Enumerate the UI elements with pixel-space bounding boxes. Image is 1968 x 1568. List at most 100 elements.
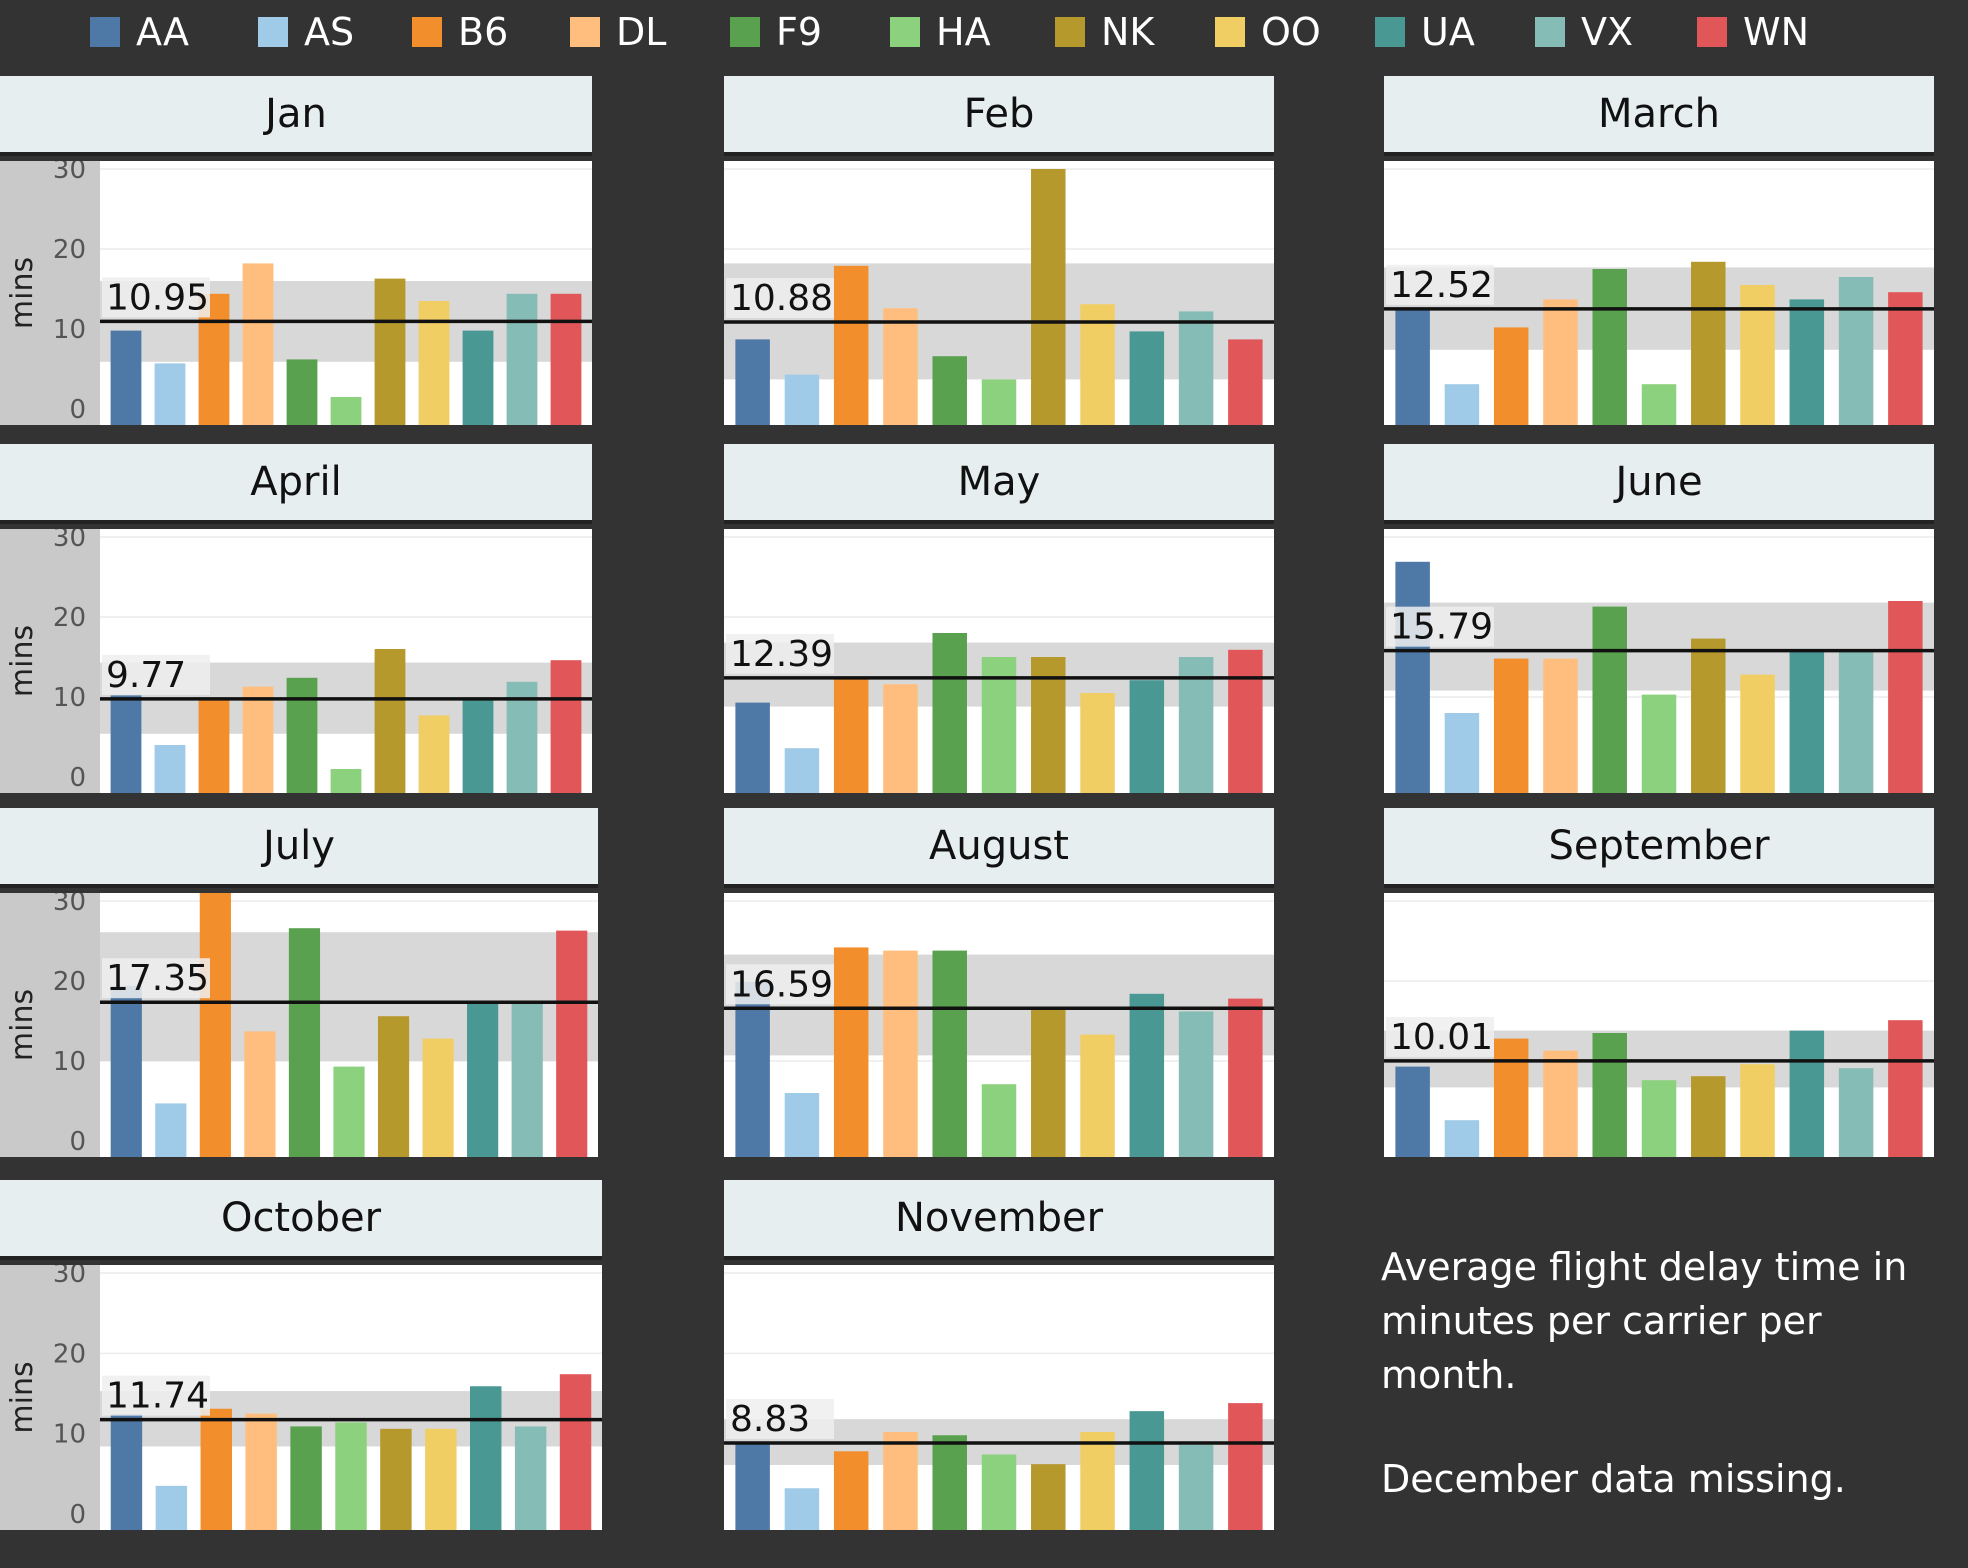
- bar-ua[interactable]: [1789, 1030, 1825, 1157]
- bar-as[interactable]: [155, 1103, 187, 1157]
- bar-ha[interactable]: [981, 1084, 1017, 1157]
- bar-dl[interactable]: [1543, 658, 1578, 793]
- bar-as[interactable]: [154, 745, 186, 793]
- bar-oo[interactable]: [422, 1038, 454, 1157]
- bar-vx[interactable]: [1838, 1068, 1874, 1157]
- bar-f9[interactable]: [286, 677, 318, 793]
- legend-item-ha[interactable]: HA: [890, 13, 991, 51]
- legend-item-vx[interactable]: VX: [1535, 13, 1633, 51]
- bar-ua[interactable]: [1129, 993, 1165, 1157]
- bar-ha[interactable]: [981, 379, 1017, 425]
- bar-ha[interactable]: [1641, 384, 1677, 425]
- bar-as[interactable]: [1444, 713, 1480, 793]
- bar-b6[interactable]: [200, 1408, 232, 1530]
- bar-dl[interactable]: [883, 308, 918, 425]
- bar-b6[interactable]: [198, 698, 230, 793]
- bar-wn[interactable]: [1228, 998, 1263, 1157]
- bar-f9[interactable]: [932, 633, 967, 793]
- bar-b6[interactable]: [833, 677, 869, 793]
- bar-ha[interactable]: [1641, 694, 1677, 793]
- bar-as[interactable]: [1444, 1120, 1480, 1157]
- bar-ha[interactable]: [1641, 1080, 1677, 1157]
- bar-wn[interactable]: [550, 293, 582, 425]
- bar-nk[interactable]: [1031, 1007, 1066, 1157]
- bar-wn[interactable]: [1888, 292, 1923, 425]
- bar-nk[interactable]: [374, 278, 406, 425]
- bar-as[interactable]: [784, 1488, 820, 1530]
- bar-aa[interactable]: [735, 339, 770, 425]
- bar-dl[interactable]: [883, 950, 918, 1157]
- bar-ha[interactable]: [330, 769, 362, 793]
- bar-aa[interactable]: [735, 702, 770, 793]
- bar-vx[interactable]: [1178, 1011, 1214, 1157]
- bar-aa[interactable]: [110, 695, 142, 793]
- bar-aa[interactable]: [735, 981, 770, 1157]
- bar-dl[interactable]: [242, 263, 274, 425]
- bar-dl[interactable]: [242, 686, 274, 793]
- bar-vx[interactable]: [514, 1426, 547, 1530]
- bar-dl[interactable]: [244, 1031, 276, 1157]
- bar-as[interactable]: [155, 1485, 188, 1530]
- bar-b6[interactable]: [833, 1451, 869, 1530]
- bar-ua[interactable]: [1129, 680, 1165, 793]
- bar-f9[interactable]: [1592, 1033, 1627, 1157]
- bar-vx[interactable]: [1178, 657, 1214, 793]
- bar-ha[interactable]: [335, 1422, 367, 1530]
- bar-nk[interactable]: [1691, 1076, 1726, 1157]
- bar-f9[interactable]: [932, 356, 967, 425]
- bar-oo[interactable]: [1740, 1064, 1775, 1157]
- bar-dl[interactable]: [1543, 299, 1578, 425]
- bar-vx[interactable]: [1838, 650, 1874, 793]
- bar-ha[interactable]: [981, 657, 1017, 793]
- bar-oo[interactable]: [425, 1428, 457, 1530]
- bar-aa[interactable]: [1395, 1066, 1430, 1157]
- bar-vx[interactable]: [1178, 1444, 1214, 1530]
- bar-nk[interactable]: [380, 1428, 412, 1530]
- legend-item-wn[interactable]: WN: [1697, 13, 1809, 51]
- bar-b6[interactable]: [833, 265, 869, 425]
- bar-b6[interactable]: [1493, 1038, 1529, 1157]
- bar-oo[interactable]: [1740, 285, 1775, 425]
- bar-oo[interactable]: [1080, 1432, 1115, 1530]
- bar-ua[interactable]: [470, 1386, 502, 1530]
- bar-as[interactable]: [784, 374, 820, 425]
- bar-ha[interactable]: [330, 397, 362, 425]
- bar-b6[interactable]: [833, 947, 869, 1157]
- bar-ua[interactable]: [1789, 299, 1825, 425]
- bar-oo[interactable]: [418, 715, 450, 793]
- bar-wn[interactable]: [1888, 1020, 1923, 1157]
- bar-nk[interactable]: [1691, 261, 1726, 425]
- bar-ha[interactable]: [333, 1066, 365, 1157]
- bar-f9[interactable]: [1592, 606, 1627, 793]
- bar-ua[interactable]: [467, 1003, 499, 1157]
- bar-vx[interactable]: [1178, 311, 1214, 425]
- bar-wn[interactable]: [1228, 649, 1263, 793]
- bar-f9[interactable]: [286, 359, 318, 425]
- bar-wn[interactable]: [1228, 1403, 1263, 1530]
- bar-dl[interactable]: [1543, 1050, 1578, 1157]
- bar-wn[interactable]: [1228, 339, 1263, 425]
- bar-as[interactable]: [1444, 384, 1480, 425]
- legend-item-nk[interactable]: NK: [1055, 13, 1154, 51]
- bar-oo[interactable]: [1080, 304, 1115, 425]
- legend-item-oo[interactable]: OO: [1215, 13, 1321, 51]
- bar-vx[interactable]: [1838, 277, 1874, 425]
- legend-item-dl[interactable]: DL: [570, 13, 666, 51]
- legend-item-b6[interactable]: B6: [412, 13, 508, 51]
- bar-ua[interactable]: [1129, 1411, 1165, 1530]
- bar-ua[interactable]: [1129, 331, 1165, 425]
- bar-aa[interactable]: [735, 1441, 770, 1530]
- bar-aa[interactable]: [110, 330, 142, 425]
- bar-f9[interactable]: [288, 928, 321, 1157]
- bar-oo[interactable]: [1080, 1034, 1115, 1157]
- bar-aa[interactable]: [110, 1414, 143, 1530]
- bar-wn[interactable]: [1888, 601, 1923, 793]
- bar-wn[interactable]: [550, 660, 582, 793]
- bar-nk[interactable]: [374, 649, 406, 793]
- bar-wn[interactable]: [559, 1374, 592, 1530]
- bar-vx[interactable]: [506, 293, 538, 425]
- bar-oo[interactable]: [1080, 693, 1115, 793]
- bar-dl[interactable]: [245, 1413, 277, 1530]
- legend-item-ua[interactable]: UA: [1375, 13, 1475, 51]
- bar-ua[interactable]: [462, 698, 494, 793]
